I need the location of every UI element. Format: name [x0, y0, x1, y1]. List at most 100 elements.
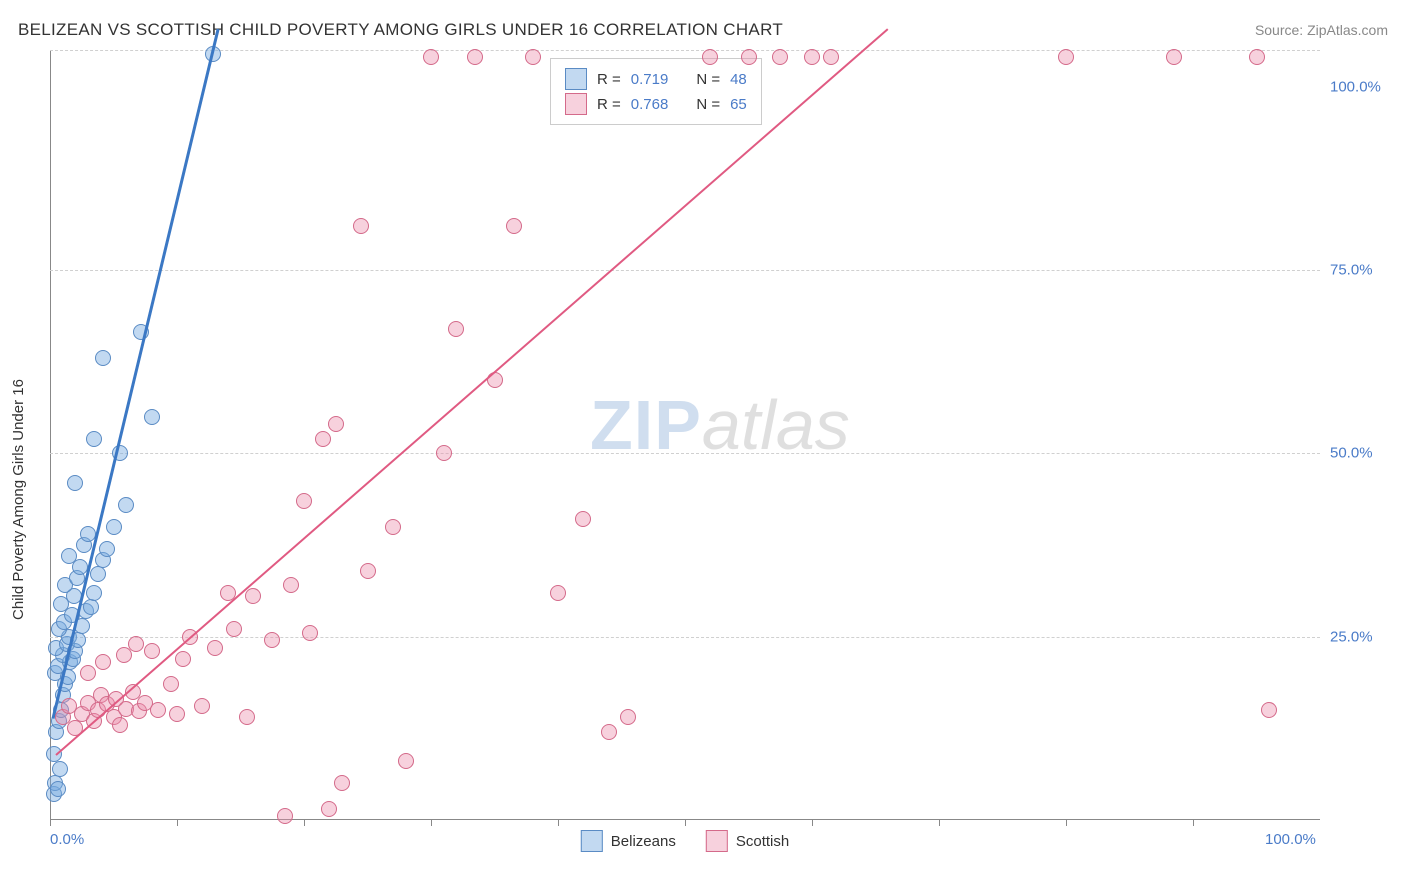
scatter-point — [1166, 49, 1182, 65]
y-tick-label: 75.0% — [1330, 262, 1390, 279]
scatter-point — [150, 702, 166, 718]
y-tick-label: 25.0% — [1330, 628, 1390, 645]
scatter-point — [264, 632, 280, 648]
scatter-point — [207, 640, 223, 656]
legend-bottom-item: Belizeans — [581, 830, 676, 852]
scatter-point — [436, 445, 452, 461]
x-tick — [304, 820, 305, 826]
scatter-point — [245, 588, 261, 604]
legend-r-value: 0.768 — [631, 96, 669, 113]
watermark-zip: ZIP — [590, 386, 702, 464]
scatter-point — [61, 548, 77, 564]
gridline — [50, 50, 1320, 51]
legend-r-label: R = — [597, 71, 621, 88]
chart-header: BELIZEAN VS SCOTTISH CHILD POVERTY AMONG… — [0, 0, 1406, 50]
legend-n-label: N = — [696, 71, 720, 88]
x-tick — [558, 820, 559, 826]
scatter-point — [194, 698, 210, 714]
x-tick — [431, 820, 432, 826]
gridline — [50, 453, 1320, 454]
legend-n-value: 65 — [730, 96, 747, 113]
scatter-point — [283, 577, 299, 593]
scatter-point — [334, 775, 350, 791]
scatter-point — [328, 416, 344, 432]
scatter-point — [772, 49, 788, 65]
scatter-point — [95, 350, 111, 366]
legend-swatch — [706, 830, 728, 852]
scatter-point — [99, 541, 115, 557]
scatter-point — [86, 585, 102, 601]
scatter-point — [106, 519, 122, 535]
scatter-point — [467, 49, 483, 65]
legend-row: R =0.719N =48 — [565, 68, 747, 90]
scatter-point — [1058, 49, 1074, 65]
scatter-point — [226, 621, 242, 637]
scatter-point — [1261, 702, 1277, 718]
scatter-point — [620, 709, 636, 725]
x-tick — [685, 820, 686, 826]
y-tick-label: 100.0% — [1330, 78, 1390, 95]
scatter-point — [321, 801, 337, 817]
scatter-point — [448, 321, 464, 337]
scatter-point — [239, 709, 255, 725]
legend-bottom-item: Scottish — [706, 830, 789, 852]
scatter-point — [80, 665, 96, 681]
y-axis-label: Child Poverty Among Girls Under 16 — [10, 379, 27, 620]
scatter-point — [353, 218, 369, 234]
scatter-point — [385, 519, 401, 535]
scatter-point — [86, 431, 102, 447]
scatter-point — [83, 599, 99, 615]
scatter-point — [169, 706, 185, 722]
x-tick — [1193, 820, 1194, 826]
scatter-point — [575, 511, 591, 527]
scatter-point — [90, 566, 106, 582]
y-tick-label: 50.0% — [1330, 445, 1390, 462]
x-tick — [1066, 820, 1067, 826]
scatter-point — [163, 676, 179, 692]
trend-line — [56, 28, 889, 755]
scatter-point — [296, 493, 312, 509]
legend-swatch — [565, 68, 587, 90]
legend-series-name: Belizeans — [611, 833, 676, 850]
legend-series-name: Scottish — [736, 833, 789, 850]
x-tick-label: 100.0% — [1265, 831, 1316, 848]
scatter-point — [144, 409, 160, 425]
scatter-point — [52, 761, 68, 777]
scatter-point — [277, 808, 293, 824]
scatter-point — [95, 654, 111, 670]
scatter-point — [50, 781, 66, 797]
x-tick — [939, 820, 940, 826]
gridline — [50, 270, 1320, 271]
scatter-point — [144, 643, 160, 659]
scatter-point — [601, 724, 617, 740]
source-label: Source: ZipAtlas.com — [1255, 22, 1388, 38]
correlation-legend: R =0.719N =48R =0.768N =65 — [550, 58, 762, 125]
scatter-point — [112, 717, 128, 733]
scatter-point — [741, 49, 757, 65]
scatter-point — [398, 753, 414, 769]
legend-r-label: R = — [597, 96, 621, 113]
scatter-point — [360, 563, 376, 579]
legend-swatch — [581, 830, 603, 852]
x-tick — [812, 820, 813, 826]
trend-line — [51, 29, 219, 719]
scatter-point — [116, 647, 132, 663]
scatter-point — [315, 431, 331, 447]
gridline — [50, 637, 1320, 638]
x-tick-label: 0.0% — [50, 831, 84, 848]
scatter-point — [702, 49, 718, 65]
legend-r-value: 0.719 — [631, 71, 669, 88]
chart-plot-area: ZIPatlas R =0.719N =48R =0.768N =65 Beli… — [50, 50, 1320, 820]
series-legend: Belizeans Scottish — [581, 830, 789, 852]
scatter-point — [506, 218, 522, 234]
scatter-point — [175, 651, 191, 667]
scatter-point — [823, 49, 839, 65]
scatter-point — [118, 497, 134, 513]
chart-title: BELIZEAN VS SCOTTISH CHILD POVERTY AMONG… — [18, 20, 783, 40]
scatter-point — [525, 49, 541, 65]
x-tick — [177, 820, 178, 826]
y-axis-line — [50, 50, 51, 820]
watermark-atlas: atlas — [702, 386, 850, 464]
scatter-point — [804, 49, 820, 65]
legend-row: R =0.768N =65 — [565, 93, 747, 115]
